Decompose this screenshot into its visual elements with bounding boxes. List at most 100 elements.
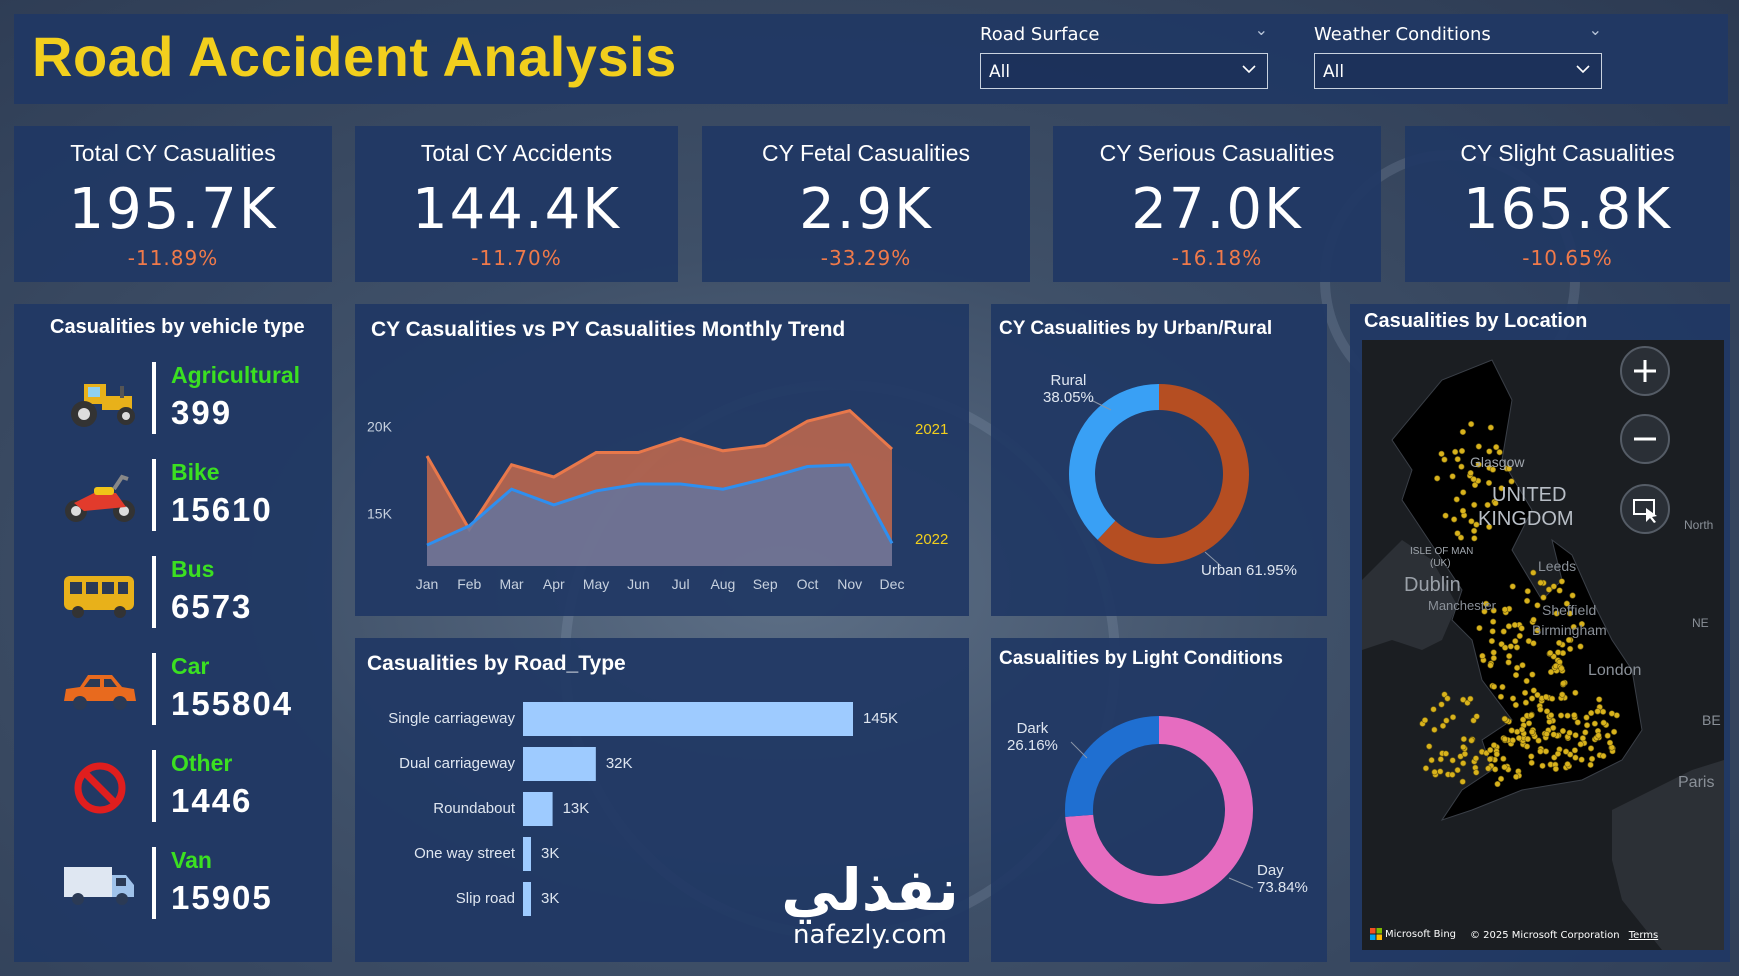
casualty-dot[interactable] bbox=[1485, 479, 1493, 487]
casualty-dot[interactable] bbox=[1489, 628, 1496, 635]
casualty-dot[interactable] bbox=[1461, 750, 1469, 758]
map-canvas[interactable]: Glasgow UNITED KINGDOM ISLE OF MAN (UK) … bbox=[1362, 340, 1724, 950]
casualty-dot[interactable] bbox=[1572, 689, 1579, 696]
casualty-dot[interactable] bbox=[1492, 766, 1499, 773]
casualty-dot[interactable] bbox=[1441, 456, 1448, 463]
vehicle-row-other[interactable]: Other 1446 bbox=[14, 742, 332, 832]
casualty-dot[interactable] bbox=[1513, 644, 1521, 651]
casualty-dot[interactable] bbox=[1438, 450, 1445, 457]
casualty-dot[interactable] bbox=[1431, 726, 1438, 733]
vehicle-row-bus[interactable]: Bus 6573 bbox=[14, 548, 332, 638]
casualty-dot[interactable] bbox=[1482, 600, 1490, 607]
casualty-dot[interactable] bbox=[1528, 753, 1535, 760]
casualty-dot[interactable] bbox=[1577, 741, 1584, 748]
casualty-dot[interactable] bbox=[1486, 756, 1494, 763]
casualty-dot[interactable] bbox=[1437, 768, 1444, 775]
casualty-dot[interactable] bbox=[1582, 729, 1589, 736]
casualty-dot[interactable] bbox=[1473, 521, 1480, 528]
casualty-dot[interactable] bbox=[1524, 588, 1531, 595]
bar[interactable] bbox=[523, 702, 853, 736]
casualty-dot[interactable] bbox=[1559, 691, 1566, 698]
vehicle-row-agricultural[interactable]: Agricultural 399 bbox=[14, 354, 332, 444]
casualty-dot[interactable] bbox=[1493, 751, 1500, 758]
casualty-dot[interactable] bbox=[1560, 680, 1567, 687]
casualty-dot[interactable] bbox=[1545, 586, 1553, 593]
casualty-dot[interactable] bbox=[1475, 443, 1482, 450]
casualty-dot[interactable] bbox=[1498, 485, 1505, 492]
casualty-dot[interactable] bbox=[1501, 715, 1508, 722]
casualty-dot[interactable] bbox=[1567, 751, 1574, 758]
casualty-dot[interactable] bbox=[1500, 755, 1507, 762]
casualty-dot[interactable] bbox=[1454, 530, 1461, 537]
casualty-dot[interactable] bbox=[1485, 765, 1492, 772]
casualty-dot[interactable] bbox=[1449, 757, 1456, 764]
casualty-dot[interactable] bbox=[1509, 583, 1516, 590]
chevron-down-icon[interactable]: ⌄ bbox=[1588, 20, 1602, 39]
casualty-dot[interactable] bbox=[1530, 640, 1537, 647]
casualty-dot[interactable] bbox=[1554, 750, 1562, 757]
casualty-dot[interactable] bbox=[1453, 496, 1460, 503]
casualty-dot[interactable] bbox=[1535, 737, 1542, 744]
casualty-dot[interactable] bbox=[1513, 773, 1520, 780]
casualty-dot[interactable] bbox=[1460, 760, 1467, 767]
casualty-dot[interactable] bbox=[1534, 627, 1541, 634]
casualty-dot[interactable] bbox=[1442, 512, 1449, 519]
donut-slice-day[interactable] bbox=[1065, 716, 1253, 904]
casualty-dot[interactable] bbox=[1574, 719, 1581, 726]
bar[interactable] bbox=[523, 882, 531, 916]
casualty-dot[interactable] bbox=[1475, 461, 1482, 468]
casualty-dot[interactable] bbox=[1524, 597, 1531, 604]
donut-slice-rural[interactable] bbox=[1069, 384, 1159, 540]
casualty-dot[interactable] bbox=[1562, 748, 1570, 755]
casualty-dot[interactable] bbox=[1490, 607, 1497, 614]
casualty-dot[interactable] bbox=[1501, 606, 1509, 613]
casualty-dot[interactable] bbox=[1558, 665, 1565, 672]
bar[interactable] bbox=[523, 747, 596, 781]
casualty-dot[interactable] bbox=[1507, 643, 1514, 650]
casualty-dot[interactable] bbox=[1509, 737, 1516, 744]
casualty-dot[interactable] bbox=[1571, 712, 1578, 719]
casualty-dot[interactable] bbox=[1591, 720, 1598, 727]
casualty-dot[interactable] bbox=[1472, 755, 1480, 762]
casualty-dot[interactable] bbox=[1454, 456, 1461, 463]
casualty-dot[interactable] bbox=[1555, 649, 1562, 656]
casualty-dot[interactable] bbox=[1460, 489, 1467, 496]
casualty-dot[interactable] bbox=[1534, 602, 1541, 609]
casualty-dot[interactable] bbox=[1567, 645, 1574, 653]
casualty-dot[interactable] bbox=[1470, 717, 1477, 724]
casualty-dot[interactable] bbox=[1523, 743, 1531, 750]
casualty-dot[interactable] bbox=[1518, 726, 1526, 733]
casualty-dot[interactable] bbox=[1438, 701, 1445, 708]
casualty-dot[interactable] bbox=[1422, 765, 1430, 772]
casualty-dot[interactable] bbox=[1563, 600, 1570, 607]
casualty-dot[interactable] bbox=[1583, 722, 1591, 729]
casualty-dot[interactable] bbox=[1542, 748, 1550, 755]
casualty-dot[interactable] bbox=[1497, 775, 1505, 782]
casualty-dot[interactable] bbox=[1566, 610, 1574, 617]
casualty-dot[interactable] bbox=[1540, 594, 1547, 601]
casualty-dot[interactable] bbox=[1523, 677, 1530, 685]
casualty-dot[interactable] bbox=[1588, 709, 1595, 717]
casualty-dot[interactable] bbox=[1569, 592, 1576, 599]
casualty-dot[interactable] bbox=[1505, 623, 1512, 630]
casualty-dot[interactable] bbox=[1505, 465, 1513, 472]
casualty-dot[interactable] bbox=[1528, 728, 1536, 736]
casualty-dot[interactable] bbox=[1543, 708, 1551, 715]
casualty-dot[interactable] bbox=[1600, 752, 1607, 760]
casualty-dot[interactable] bbox=[1454, 766, 1461, 774]
casualty-dot[interactable] bbox=[1487, 424, 1494, 431]
casualty-dot[interactable] bbox=[1487, 746, 1494, 754]
casualty-dot[interactable] bbox=[1557, 712, 1565, 719]
select-area-button[interactable] bbox=[1620, 484, 1670, 534]
casualty-dot[interactable] bbox=[1449, 771, 1456, 778]
casualty-dot[interactable] bbox=[1608, 710, 1615, 717]
casualty-dot[interactable] bbox=[1509, 695, 1517, 702]
casualty-dot[interactable] bbox=[1496, 449, 1503, 456]
casualty-dot[interactable] bbox=[1437, 756, 1444, 763]
casualty-dot[interactable] bbox=[1518, 625, 1525, 632]
casualty-dot[interactable] bbox=[1490, 683, 1498, 690]
casualty-dot[interactable] bbox=[1470, 476, 1477, 483]
casualty-dot[interactable] bbox=[1490, 649, 1497, 656]
casualty-dot[interactable] bbox=[1547, 712, 1555, 719]
casualty-dot[interactable] bbox=[1530, 616, 1537, 623]
